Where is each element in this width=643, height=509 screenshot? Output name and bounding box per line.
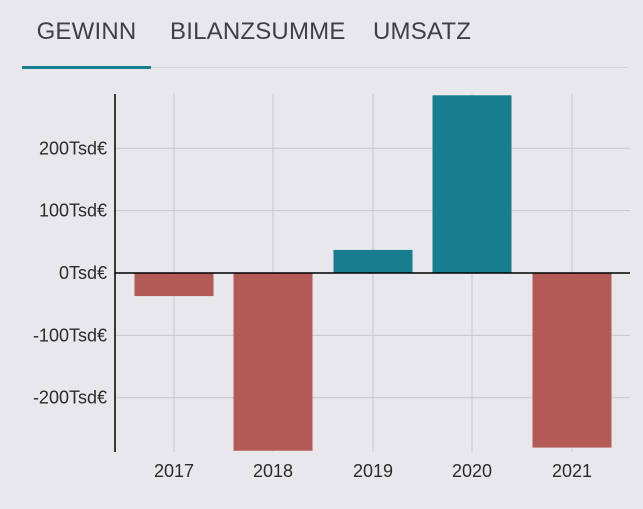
tab-umsatz[interactable]: UMSATZ — [373, 18, 472, 45]
bar-2020[interactable] — [432, 95, 512, 274]
bar-2018[interactable] — [233, 273, 313, 451]
tab-bilanzsumme[interactable]: BILANZSUMME — [170, 18, 346, 45]
bar-2021[interactable] — [532, 273, 612, 448]
tab-bar: GEWINN BILANZSUMME UMSATZ — [22, 0, 628, 69]
y-tick-label: 100Tsd€ — [39, 201, 107, 221]
y-tick-label: -100Tsd€ — [33, 325, 107, 345]
bar-2019[interactable] — [333, 249, 413, 273]
axes — [114, 94, 630, 452]
bars — [134, 95, 612, 451]
x-tick-label: 2020 — [452, 461, 492, 481]
tab-gewinn[interactable]: GEWINN — [36, 18, 137, 45]
x-tick-label: 2021 — [552, 461, 592, 481]
y-tick-label: 200Tsd€ — [39, 138, 107, 158]
bar-2017[interactable] — [134, 273, 214, 297]
y-tick-label: 0Tsd€ — [59, 263, 107, 283]
active-tab-indicator — [22, 66, 151, 69]
y-tick-label: -200Tsd€ — [33, 388, 107, 408]
x-tick-label: 2018 — [253, 461, 293, 481]
x-tick-label: 2019 — [353, 461, 393, 481]
x-tick-label: 2017 — [154, 461, 194, 481]
tick-labels: 200Tsd€ 100Tsd€ 0Tsd€ -100Tsd€ -200Tsd€ 2017 2… — [33, 138, 592, 481]
